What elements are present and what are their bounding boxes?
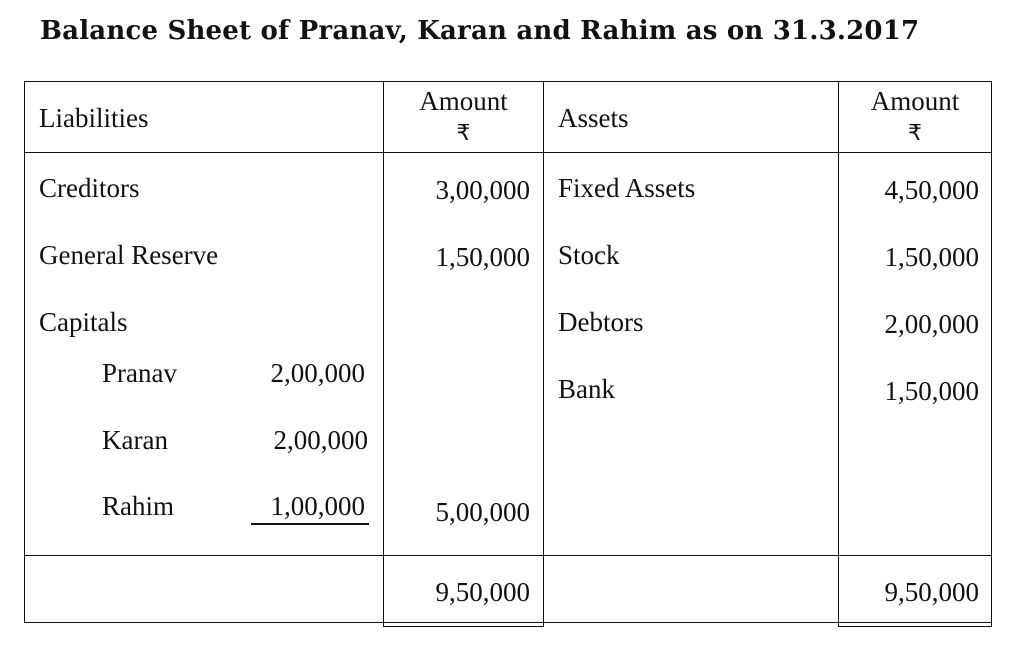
page-title: Balance Sheet of Pranav, Karan and Rahim… <box>40 16 920 46</box>
asset-debtors-amount: 2,00,000 <box>884 309 980 339</box>
header-assets: Assets <box>558 103 629 133</box>
asset-debtors-label: Debtors <box>558 307 644 337</box>
table-left-border <box>24 81 25 623</box>
table-top-border <box>24 81 992 82</box>
header-assets-amount: Amount <box>870 86 960 116</box>
general-reserve-label: General Reserve <box>39 240 219 270</box>
table-bottom-border <box>24 622 992 623</box>
header-bottom-border <box>24 152 992 153</box>
assets-total: 9,50,000 <box>884 577 980 607</box>
partner-rahim-amount: 1,00,000 <box>270 491 366 521</box>
header-assets-currency: ₹ <box>908 121 922 146</box>
assets-total-double-underline <box>838 626 992 627</box>
capitals-subtotal-underline <box>251 523 369 525</box>
asset-stock-amount: 1,50,000 <box>884 242 980 272</box>
liabilities-total-double-underline <box>383 626 543 627</box>
header-liabilities: Liabilities <box>39 103 149 133</box>
asset-bank-label: Bank <box>558 374 615 404</box>
table-right-border <box>991 81 992 627</box>
partner-karan-amount: 2,00,000 <box>273 425 369 455</box>
partner-karan-name: Karan <box>102 425 168 455</box>
creditors-amount: 3,00,000 <box>435 175 531 205</box>
partner-rahim-name: Rahim <box>102 491 174 521</box>
creditors-label: Creditors <box>39 173 140 203</box>
capitals-total-amount: 5,00,000 <box>435 497 531 527</box>
assets-amount-left-divider <box>838 81 839 627</box>
general-reserve-amount: 1,50,000 <box>435 242 531 272</box>
partner-pranav-name: Pranav <box>102 358 177 388</box>
liabilities-total: 9,50,000 <box>435 577 531 607</box>
asset-stock-label: Stock <box>558 240 620 270</box>
header-liabilities-currency: ₹ <box>456 121 471 146</box>
asset-fixed-assets-amount: 4,50,000 <box>884 175 980 205</box>
header-liabilities-amount: Amount <box>419 86 508 116</box>
capitals-label: Capitals <box>39 307 128 337</box>
totals-top-border <box>24 555 992 556</box>
partner-pranav-amount: 2,00,000 <box>270 358 366 388</box>
asset-bank-amount: 1,50,000 <box>884 376 980 406</box>
assets-left-divider <box>543 81 544 627</box>
asset-fixed-assets-label: Fixed Assets <box>558 173 696 203</box>
liabilities-amount-left-divider <box>383 81 384 627</box>
